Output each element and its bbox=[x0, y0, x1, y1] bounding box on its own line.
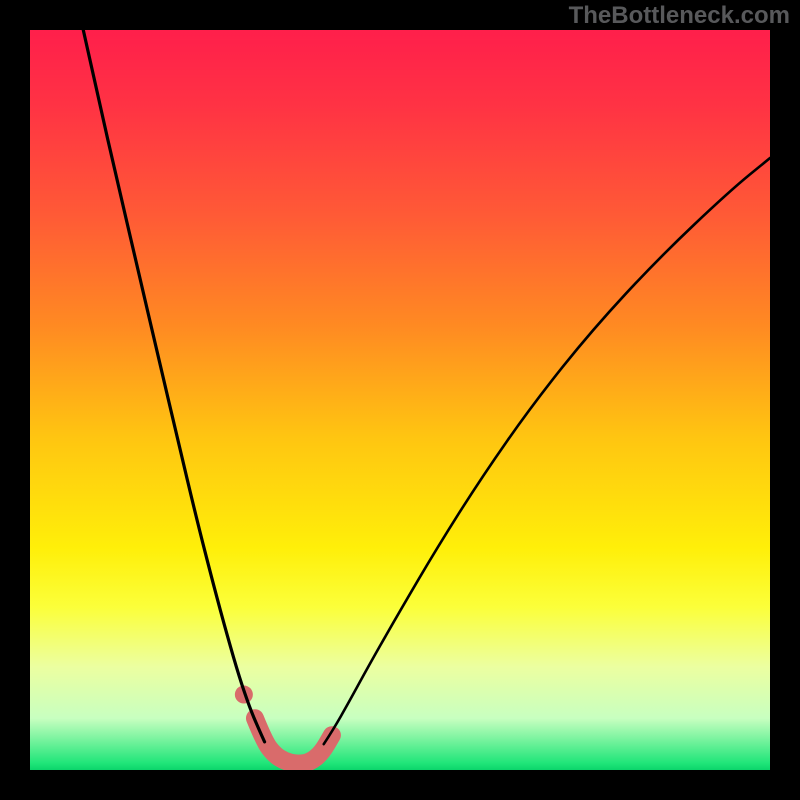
border-bottom bbox=[0, 770, 800, 800]
border-left bbox=[0, 0, 30, 800]
plot-area bbox=[30, 30, 770, 770]
border-right bbox=[770, 0, 800, 800]
chart-frame: TheBottleneck.com bbox=[0, 0, 800, 800]
gradient-background bbox=[30, 30, 770, 770]
chart-canvas bbox=[30, 30, 770, 770]
source-watermark: TheBottleneck.com bbox=[569, 2, 790, 30]
